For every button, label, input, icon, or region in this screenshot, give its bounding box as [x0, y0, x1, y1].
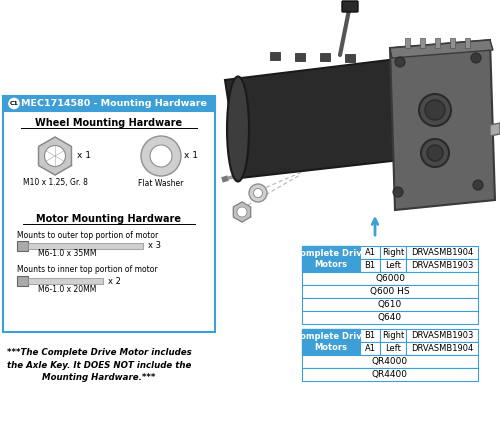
- Text: A1: A1: [364, 344, 376, 353]
- Text: M6-1.0 x 35MM: M6-1.0 x 35MM: [38, 249, 96, 259]
- Text: Q640: Q640: [378, 313, 402, 322]
- Circle shape: [425, 100, 445, 120]
- Text: x 1: x 1: [184, 152, 198, 161]
- Circle shape: [427, 145, 443, 161]
- Bar: [3, 96, 215, 332]
- Circle shape: [44, 145, 66, 167]
- Text: M10 x 1.25, Gr. 8: M10 x 1.25, Gr. 8: [22, 178, 88, 187]
- Polygon shape: [390, 40, 493, 58]
- Text: C1: C1: [10, 101, 18, 106]
- Bar: [17, 276, 28, 286]
- Bar: [17, 241, 28, 251]
- Ellipse shape: [227, 77, 249, 181]
- Bar: [302, 329, 360, 355]
- Bar: [360, 259, 380, 272]
- Circle shape: [395, 57, 405, 67]
- Bar: [302, 285, 478, 298]
- Bar: [406, 329, 478, 342]
- Text: Complete Drive
Motors: Complete Drive Motors: [294, 332, 368, 352]
- FancyBboxPatch shape: [465, 38, 470, 48]
- Text: M6-1.0 x 20MM: M6-1.0 x 20MM: [38, 284, 96, 294]
- Text: ***The Complete Drive Motor includes
the Axle Key. It DOES NOT include the
Mount: ***The Complete Drive Motor includes the…: [6, 348, 192, 382]
- Text: Q600 HS: Q600 HS: [370, 287, 410, 296]
- FancyBboxPatch shape: [342, 1, 358, 12]
- Circle shape: [393, 187, 403, 197]
- Text: Q6000: Q6000: [375, 274, 405, 283]
- Text: Q610: Q610: [378, 300, 402, 309]
- Text: x 1: x 1: [77, 152, 91, 161]
- FancyBboxPatch shape: [405, 38, 410, 48]
- Bar: [302, 298, 478, 311]
- Bar: [380, 246, 406, 259]
- Text: QR4000: QR4000: [372, 357, 408, 366]
- Text: Wheel Mounting Hardware: Wheel Mounting Hardware: [36, 118, 182, 128]
- Bar: [360, 246, 380, 259]
- Circle shape: [473, 180, 483, 190]
- FancyBboxPatch shape: [345, 54, 355, 61]
- Text: Motor Mounting Hardware: Motor Mounting Hardware: [36, 214, 182, 224]
- Bar: [28, 243, 143, 249]
- FancyBboxPatch shape: [320, 53, 330, 61]
- Text: DRVASMB1904: DRVASMB1904: [411, 344, 473, 353]
- Text: Right: Right: [382, 331, 404, 340]
- Circle shape: [471, 53, 481, 63]
- Text: MEC1714580 - Mounting Hardware: MEC1714580 - Mounting Hardware: [21, 99, 207, 108]
- Bar: [3, 96, 215, 111]
- Bar: [302, 272, 478, 285]
- Bar: [406, 342, 478, 355]
- Bar: [406, 246, 478, 259]
- Text: Left: Left: [385, 261, 401, 270]
- Text: DRVASMB1903: DRVASMB1903: [411, 331, 473, 340]
- Polygon shape: [234, 202, 250, 222]
- Circle shape: [419, 94, 451, 126]
- Text: QR4400: QR4400: [372, 370, 408, 379]
- Circle shape: [8, 97, 20, 110]
- FancyBboxPatch shape: [295, 52, 305, 61]
- Text: Complete Drive
Motors: Complete Drive Motors: [294, 249, 368, 269]
- Circle shape: [249, 184, 267, 202]
- Text: x 3: x 3: [148, 242, 161, 251]
- Circle shape: [254, 188, 262, 197]
- Polygon shape: [38, 137, 72, 175]
- Text: x 2: x 2: [108, 277, 121, 285]
- Circle shape: [237, 207, 247, 217]
- Circle shape: [150, 145, 172, 167]
- Text: B1: B1: [364, 331, 376, 340]
- Text: Mounts to inner top portion of motor: Mounts to inner top portion of motor: [17, 265, 158, 275]
- Circle shape: [421, 139, 449, 167]
- Bar: [302, 368, 478, 381]
- Polygon shape: [490, 123, 500, 136]
- Text: B1: B1: [364, 261, 376, 270]
- Bar: [28, 278, 103, 284]
- Text: DRVASMB1904: DRVASMB1904: [411, 248, 473, 257]
- Bar: [406, 259, 478, 272]
- FancyBboxPatch shape: [420, 38, 425, 48]
- Bar: [380, 329, 406, 342]
- Polygon shape: [390, 40, 495, 210]
- Polygon shape: [225, 55, 445, 178]
- Bar: [302, 311, 478, 324]
- Bar: [380, 259, 406, 272]
- Bar: [360, 342, 380, 355]
- Text: Flat Washer: Flat Washer: [138, 180, 184, 188]
- Text: A1: A1: [364, 248, 376, 257]
- FancyBboxPatch shape: [450, 38, 455, 48]
- Text: Mounts to outer top portion of motor: Mounts to outer top portion of motor: [17, 230, 158, 239]
- Bar: [360, 329, 380, 342]
- FancyBboxPatch shape: [270, 52, 280, 60]
- Text: Right: Right: [382, 248, 404, 257]
- Bar: [380, 342, 406, 355]
- Text: Left: Left: [385, 344, 401, 353]
- Text: DRVASMB1903: DRVASMB1903: [411, 261, 473, 270]
- Bar: [302, 246, 360, 272]
- FancyBboxPatch shape: [435, 38, 440, 48]
- Bar: [302, 355, 478, 368]
- Circle shape: [141, 136, 181, 176]
